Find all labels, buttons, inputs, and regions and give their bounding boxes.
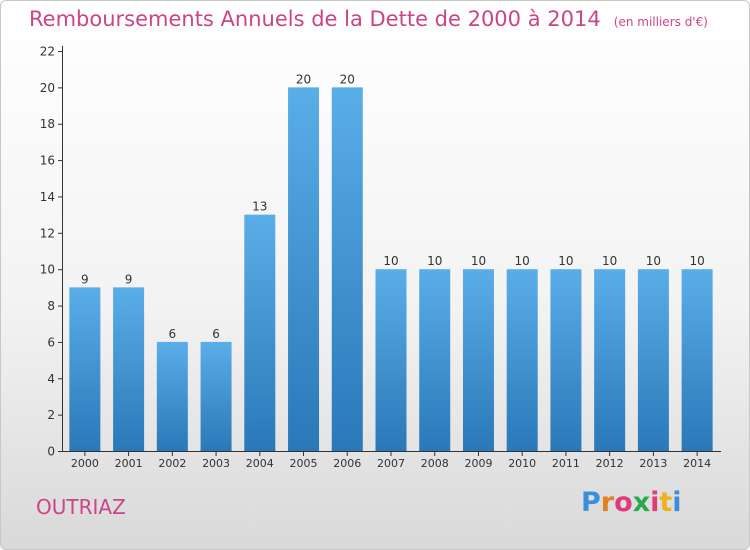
y-tick-label: 18: [40, 117, 55, 131]
bars-layer: 9 9 6 6 13 20 20 10 10 10 10 10 10 10 10: [69, 72, 713, 451]
logo-letter: t: [659, 487, 673, 518]
bar-value-label: 10: [471, 254, 486, 268]
bar-2012[interactable]: [594, 269, 626, 451]
bar-value-label: 10: [602, 254, 617, 268]
x-tick-label: 2012: [596, 457, 624, 470]
y-tick-label: 14: [40, 190, 55, 204]
y-tick-label: 20: [40, 81, 55, 95]
x-tick-label: 2007: [377, 457, 405, 470]
bar-value-label: 6: [169, 327, 177, 341]
bar-value-label: 10: [558, 254, 573, 268]
chart-title-block: Remboursements Annuels de la Dette de 20…: [29, 7, 708, 31]
x-tick-label: 2001: [115, 457, 143, 470]
bar-2011[interactable]: [550, 269, 582, 451]
bar-value-label: 9: [125, 272, 133, 286]
x-tick-label: 2000: [71, 457, 99, 470]
bar-2009[interactable]: [462, 269, 494, 451]
bar-value-label: 9: [81, 272, 89, 286]
logo-letter: r: [600, 487, 615, 518]
logo-letter: o: [614, 487, 633, 518]
y-tick-label: 6: [47, 335, 55, 349]
x-tick-label: 2010: [508, 457, 536, 470]
chart-title: Remboursements Annuels de la Dette de 20…: [29, 7, 601, 31]
x-tick-label: 2008: [421, 457, 449, 470]
logo-letter: x: [632, 487, 651, 518]
bar-value-label: 20: [296, 72, 311, 86]
proxiti-logo[interactable]: Proxiti: [581, 487, 682, 518]
x-tick-label: 2002: [158, 457, 186, 470]
bar-2003[interactable]: [200, 341, 232, 451]
logo-letter: P: [581, 487, 601, 518]
bar-value-label: 10: [646, 254, 661, 268]
x-tick-label: 2013: [639, 457, 667, 470]
logo-letter: i: [672, 487, 682, 518]
y-tick-label: 0: [47, 445, 55, 459]
bar-2013[interactable]: [637, 269, 669, 451]
commune-name: OUTRIAZ: [36, 495, 126, 519]
bar-value-label: 10: [689, 254, 704, 268]
bar-2007[interactable]: [375, 269, 407, 451]
bar-value-label: 10: [515, 254, 530, 268]
bar-2001[interactable]: [113, 287, 145, 451]
bar-2005[interactable]: [288, 87, 320, 451]
bar-value-label: 6: [212, 327, 220, 341]
bar-2004[interactable]: [244, 214, 276, 451]
bar-value-label: 13: [252, 200, 267, 214]
y-tick-label: 12: [40, 226, 55, 240]
bar-value-label: 10: [427, 254, 442, 268]
x-tick-label: 2011: [552, 457, 580, 470]
bar-2002[interactable]: [156, 341, 188, 451]
y-tick-label: 16: [40, 154, 55, 168]
logo-letter: i: [650, 487, 660, 518]
bar-value-label: 10: [383, 254, 398, 268]
x-tick-label: 2014: [683, 457, 711, 470]
y-tick-label: 8: [47, 299, 55, 313]
bar-2010[interactable]: [506, 269, 538, 451]
x-tick-label: 2005: [290, 457, 318, 470]
axis-layer: 0 2 4 6 8 10 12 14 16 18 20 22 2000 2001 2002 2003 2004 2…: [40, 45, 721, 470]
y-tick-label: 22: [40, 45, 55, 59]
y-tick-label: 10: [40, 263, 55, 277]
x-tick-label: 2009: [464, 457, 492, 470]
bar-2000[interactable]: [69, 287, 101, 451]
x-tick-label: 2006: [333, 457, 361, 470]
y-tick-label: 2: [47, 408, 55, 422]
bar-2006[interactable]: [331, 87, 363, 451]
x-tick-label: 2003: [202, 457, 230, 470]
bar-2014[interactable]: [681, 269, 713, 451]
x-tick-label: 2004: [246, 457, 274, 470]
bar-value-label: 20: [340, 72, 355, 86]
chart-unit-label: (en milliers d'€): [613, 15, 708, 29]
y-tick-label: 4: [47, 372, 55, 386]
bar-2008[interactable]: [419, 269, 451, 451]
